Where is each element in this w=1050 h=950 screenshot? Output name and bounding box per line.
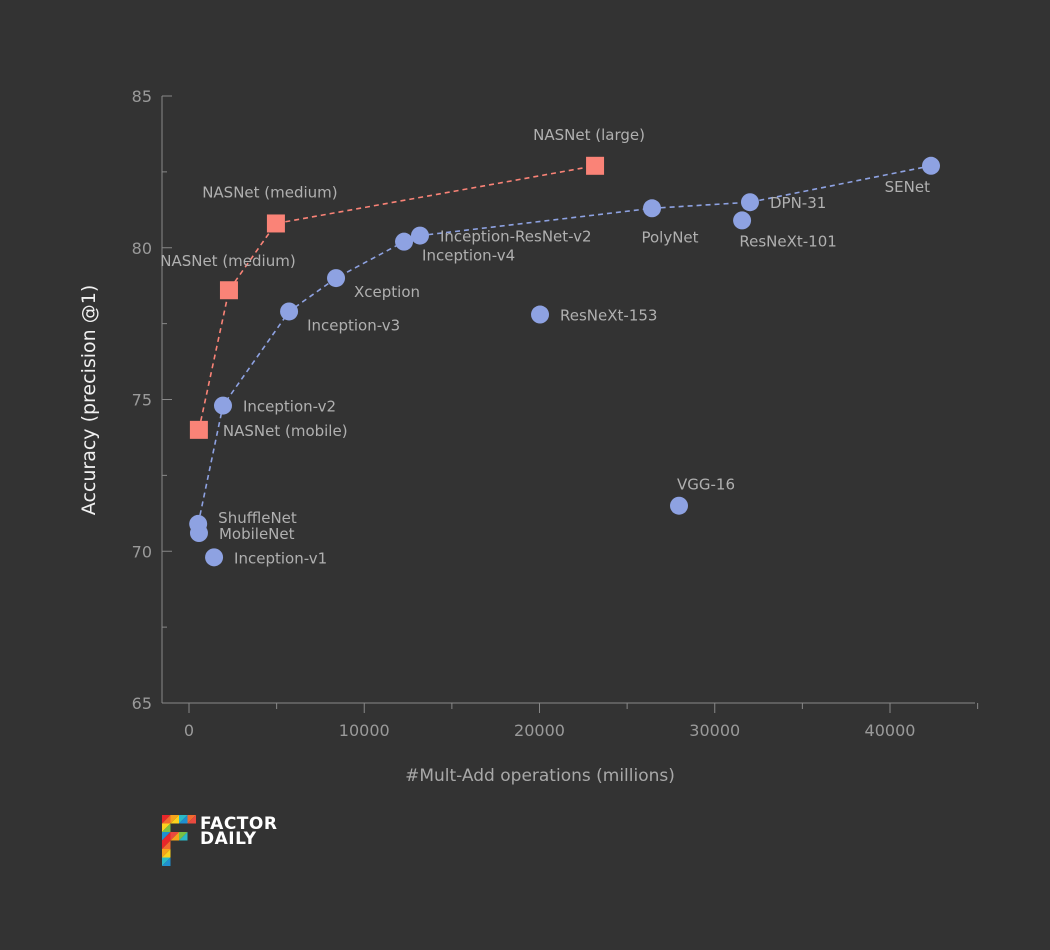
point-label: NASNet (medium)	[160, 252, 295, 270]
data-point-circle	[740, 193, 759, 212]
x-tick-label: 10000	[339, 721, 390, 740]
y-tick-label: 65	[132, 694, 152, 713]
point-label: DPN-31	[770, 194, 826, 212]
series-line-1	[198, 165, 596, 431]
point-label: ResNeXt-153	[560, 307, 657, 325]
data-point-circle	[922, 156, 941, 175]
axes: 65 70 75 80 85 0 10000 20000 30000 40000	[132, 87, 979, 740]
data-point-circle	[280, 302, 299, 321]
logo-triangle	[162, 857, 171, 866]
factordaily-logo: FACTOR DAILY	[162, 814, 277, 866]
logo-text-line2: DAILY	[200, 829, 257, 849]
point-label: VGG-16	[677, 476, 735, 494]
x-tick-label: 40000	[865, 721, 916, 740]
y-tick-label: 75	[132, 391, 152, 410]
logo-triangle	[162, 840, 171, 849]
series-lines	[197, 165, 932, 525]
point-label: Inception-ResNet-v2	[440, 228, 592, 246]
y-tick-label: 85	[132, 87, 152, 106]
point-label: PolyNet	[641, 228, 698, 246]
data-point-square	[266, 214, 285, 233]
point-label: Xception	[354, 283, 420, 301]
data-point-square	[189, 420, 208, 439]
data-point-circle	[189, 524, 208, 543]
data-point-circle	[327, 269, 346, 288]
data-point-circle	[410, 226, 429, 245]
data-point-circle	[395, 232, 414, 251]
series-line-0	[197, 165, 932, 525]
logo-triangle	[179, 815, 188, 824]
data-points	[189, 156, 941, 567]
data-point-circle	[733, 211, 752, 230]
data-point-circle	[643, 199, 662, 218]
logo-triangle	[162, 832, 171, 841]
logo-text-line1: FACTOR	[200, 814, 277, 834]
logo-f-mark	[162, 815, 196, 866]
logo-triangle	[162, 849, 171, 858]
point-label: SENet	[885, 178, 930, 196]
data-point-circle	[213, 396, 232, 415]
y-tick-label: 80	[132, 239, 152, 258]
data-point-square	[586, 156, 605, 175]
x-tick-label: 30000	[689, 721, 740, 740]
y-tick-label: 70	[132, 542, 152, 561]
point-label: NASNet (mobile)	[223, 422, 348, 440]
logo-triangle	[179, 832, 188, 841]
logo-triangle	[187, 815, 196, 824]
data-point-circle	[669, 496, 688, 515]
data-point-circle	[531, 305, 550, 324]
point-label: Inception-v3	[307, 316, 400, 334]
logo-triangle	[162, 815, 171, 824]
point-label: Inception-v2	[243, 398, 336, 416]
point-label: ShuffleNet	[218, 509, 297, 527]
point-label: MobileNet	[219, 525, 295, 543]
logo-triangle	[170, 815, 179, 824]
x-tick-label: 0	[184, 721, 194, 740]
logo-triangle	[162, 823, 171, 832]
point-label: Inception-v4	[422, 247, 515, 265]
point-label: NASNet (large)	[533, 126, 645, 144]
y-axis-label: Accuracy (precision @1)	[78, 285, 100, 515]
logo-triangle	[170, 832, 179, 841]
x-axis-label: #Mult-Add operations (millions)	[405, 766, 675, 786]
data-point-square	[219, 281, 238, 300]
point-label: NASNet (medium)	[202, 183, 337, 201]
point-label: Inception-v1	[234, 549, 327, 567]
point-label: ResNeXt-101	[739, 232, 836, 250]
x-tick-label: 20000	[514, 721, 565, 740]
data-point-circle	[205, 548, 224, 567]
